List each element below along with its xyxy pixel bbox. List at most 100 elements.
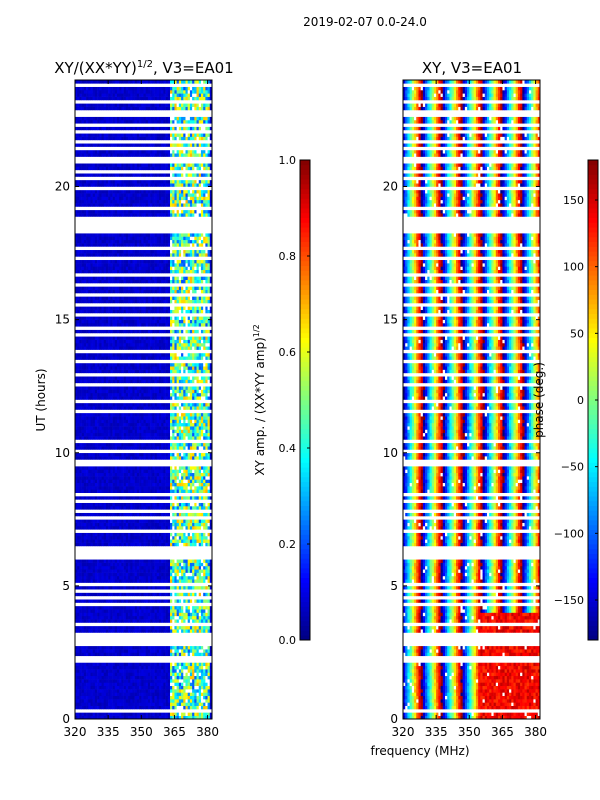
heatmap-cell — [205, 572, 208, 577]
heatmap-cell — [130, 669, 133, 673]
heatmap-cell — [170, 429, 173, 434]
heatmap-cell — [75, 615, 78, 620]
heatmap-cell — [150, 442, 153, 447]
heatmap-cell — [92, 689, 96, 693]
heatmap-cell — [189, 692, 193, 697]
heatmap-cell — [174, 685, 177, 690]
heatmap-cell — [158, 562, 162, 567]
heatmap-cell — [130, 379, 133, 384]
heatmap-cell — [183, 519, 186, 523]
heatmap-cell — [152, 502, 155, 507]
heatmap-cell — [207, 685, 211, 690]
heatmap-cell — [178, 525, 182, 530]
heatmap-cell — [181, 369, 184, 374]
heatmap-cell — [198, 682, 202, 687]
heatmap-cell — [176, 406, 180, 410]
heatmap-cell — [167, 369, 171, 374]
heatmap-cell — [75, 629, 78, 633]
heatmap-cell — [183, 442, 186, 447]
heatmap-cell — [209, 419, 213, 424]
heatmap-cell — [88, 466, 91, 470]
heatmap-cell — [99, 419, 102, 424]
heatmap-cell — [194, 525, 197, 530]
heatmap-cell — [178, 625, 182, 630]
heatmap-cell — [187, 369, 191, 374]
heatmap-cell — [205, 662, 208, 667]
heatmap-cell — [114, 396, 118, 400]
heatmap-cell — [99, 476, 102, 480]
heatmap-cell — [136, 456, 140, 460]
heatmap-cell — [134, 396, 138, 400]
heatmap-cell — [119, 579, 122, 583]
heatmap-cell — [209, 532, 213, 537]
heatmap-cell — [119, 476, 122, 480]
heatmap-cell — [103, 612, 107, 617]
heatmap-cell — [209, 699, 213, 703]
heatmap-cell — [192, 682, 195, 687]
heatmap-cell — [125, 389, 129, 394]
heatmap-cell — [110, 665, 113, 670]
heatmap-cell — [165, 486, 169, 490]
heatmap-cell — [185, 472, 188, 477]
heatmap-cell — [114, 469, 118, 474]
heatmap-cell — [105, 689, 109, 693]
heatmap-cell — [185, 486, 188, 490]
heatmap-cell — [119, 575, 122, 580]
heatmap-cell — [86, 406, 89, 410]
heatmap-cell — [176, 416, 180, 420]
heatmap-cell — [158, 446, 162, 450]
heatmap-cell — [205, 369, 208, 374]
heatmap-cell — [150, 679, 153, 683]
heatmap-cell — [205, 562, 208, 567]
heatmap-cell — [156, 432, 160, 437]
heatmap-cell — [172, 519, 175, 523]
heatmap-cell — [203, 406, 206, 410]
heatmap-cell — [128, 379, 131, 384]
heatmap-cell — [103, 386, 107, 390]
heatmap-cell — [116, 496, 120, 500]
heatmap-cell — [99, 575, 102, 580]
heatmap-cell — [134, 579, 138, 583]
heatmap-cell — [192, 525, 195, 530]
heatmap-cell — [198, 396, 202, 400]
heatmap-cell — [192, 575, 195, 580]
heatmap-cell — [121, 539, 124, 543]
heatmap-cell — [163, 565, 166, 570]
heatmap-cell — [145, 532, 149, 537]
heatmap-cell — [136, 482, 140, 487]
heatmap-cell — [119, 612, 122, 617]
heatmap-cell — [112, 386, 116, 390]
heatmap-cell — [103, 412, 107, 417]
heatmap-cell — [172, 672, 175, 677]
heatmap-cell — [110, 605, 113, 610]
heatmap-cell — [112, 665, 116, 670]
heatmap-cell — [196, 662, 200, 667]
heatmap-cell — [196, 479, 200, 484]
heatmap-cell — [154, 562, 158, 567]
heatmap-cell — [97, 389, 100, 394]
heatmap-cell — [170, 436, 173, 440]
heatmap-cell — [145, 369, 149, 374]
heatmap-cell — [172, 562, 175, 567]
heatmap-cell — [103, 705, 107, 710]
heatmap-cell — [183, 679, 186, 683]
heatmap-cell — [145, 712, 149, 716]
heatmap-cell — [123, 599, 127, 603]
heatmap-cell — [196, 376, 200, 380]
heatmap-cell — [75, 376, 78, 380]
heatmap-cell — [205, 456, 208, 460]
heatmap-cell — [152, 416, 155, 420]
heatmap-cell — [94, 565, 98, 570]
heatmap-cell — [116, 472, 120, 477]
heatmap-cell — [150, 469, 153, 474]
heatmap-cell — [132, 585, 135, 590]
heatmap-cell — [125, 565, 129, 570]
heatmap-cell — [101, 539, 105, 543]
heatmap-cell — [165, 625, 169, 630]
heatmap-cell — [123, 575, 127, 580]
heatmap-cell — [97, 645, 100, 650]
heatmap-cell — [178, 422, 182, 427]
heatmap-cell — [136, 569, 140, 573]
heatmap-cell — [132, 679, 135, 683]
heatmap-cell — [209, 665, 213, 670]
